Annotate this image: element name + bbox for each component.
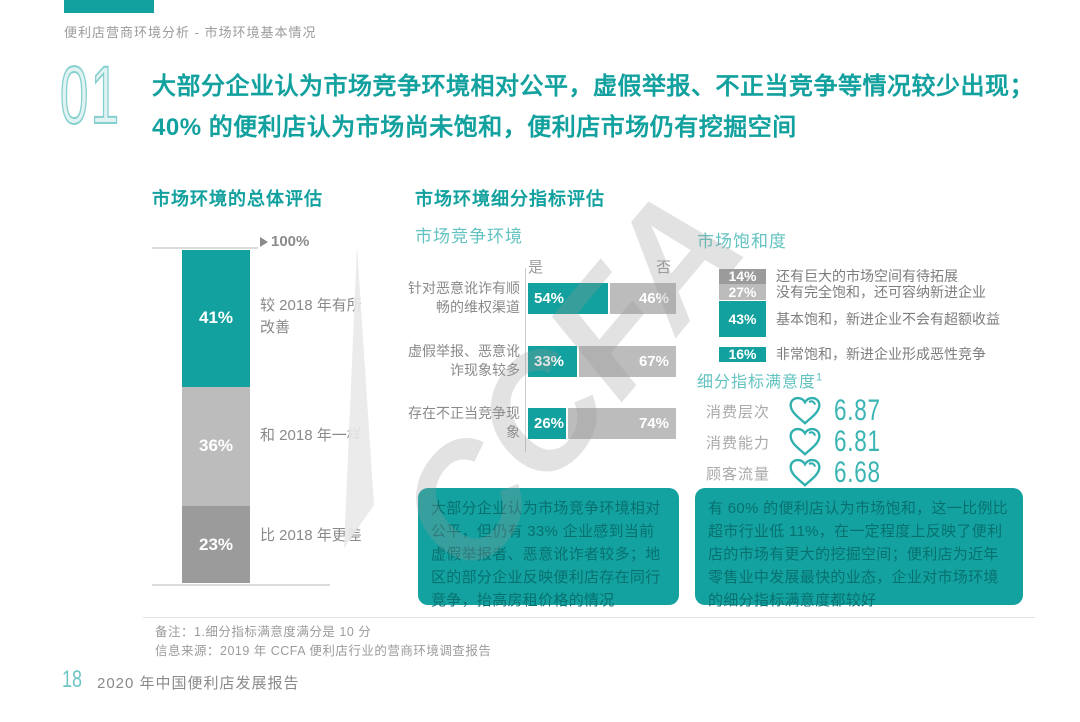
- overall-segment: 23%: [182, 506, 250, 583]
- heart-icon: [789, 458, 821, 487]
- satisfaction-title-text: 细分指标满意度: [697, 374, 817, 391]
- page-number: 18: [62, 666, 83, 693]
- note-source: 信息来源：2019 年 CCFA 便利店行业的营商环境调查报告: [155, 644, 492, 658]
- satisfaction-category-label: 消费能力: [705, 434, 770, 452]
- insight-box-competition: 大部分企业认为市场竞争环境相对公平，但仍有 33% 企业感到当前虚假举报者、恶意…: [418, 488, 679, 609]
- overall-segment: 41%: [182, 250, 250, 387]
- yes-bar-value: 26%: [534, 414, 565, 432]
- saturation-category-label: 非常饱和，新进企业形成恶性竞争: [776, 346, 986, 362]
- competition-category-label: 虚假举报、恶意讹诈现象较多: [408, 343, 520, 378]
- yes-bar: 26%: [528, 407, 566, 439]
- overall-stacked-bar: 41% 36% 23%: [182, 250, 250, 583]
- legend-no: 否: [656, 259, 672, 276]
- saturation-category-label: 还有巨大的市场空间有待拓展: [776, 268, 958, 284]
- competition-category-label: 针对恶意讹诈有顺畅的维权渠道: [408, 280, 520, 315]
- saturation-row: 14% 还有巨大的市场空间有待拓展: [719, 266, 958, 286]
- saturation-chip: 16%: [719, 346, 766, 362]
- overall-axis-bottom-line: [152, 584, 330, 586]
- competition-chart-title: 市场竞争环境: [415, 227, 523, 246]
- no-bar: 74%: [568, 407, 676, 439]
- saturation-value: 43%: [728, 311, 757, 327]
- headline-line-2: 40% 的便利店认为市场尚未饱和，便利店市场仍有挖掘空间: [152, 114, 797, 141]
- competition-row: 虚假举报、恶意讹诈现象较多 33% 67%: [404, 343, 676, 378]
- satisfaction-category-label: 消费层次: [705, 403, 770, 421]
- insight-box-saturation: 有 60% 的便利店认为市场饱和，这一比例比超市行业低 11%，在一定程度上反映…: [695, 488, 1023, 609]
- overall-category-label: 比 2018 年更差: [260, 527, 362, 544]
- overall-axis-top-line: [152, 247, 258, 249]
- overall-segment-value: 36%: [198, 436, 234, 456]
- overall-chart-title: 市场环境的总体评估: [152, 189, 323, 209]
- competition-row: 存在不正当竞争现象 26% 74%: [404, 405, 676, 440]
- satisfaction-score: 6.81: [834, 425, 881, 458]
- section-number: 01: [59, 50, 122, 141]
- competition-bars: 54% 46%: [528, 282, 676, 314]
- saturation-chip: 14%: [719, 268, 766, 284]
- saturation-value: 14%: [728, 268, 757, 284]
- saturation-category-label: 没有完全饱和，还可容纳新进企业: [776, 284, 986, 300]
- competition-row: 针对恶意讹诈有顺畅的维权渠道 54% 46%: [404, 280, 676, 315]
- saturation-chart-title: 市场饱和度: [697, 232, 787, 251]
- competition-bars: 33% 67%: [528, 345, 676, 377]
- yes-bar: 33%: [528, 345, 577, 377]
- no-bar-value: 46%: [638, 289, 669, 307]
- overall-category-label: 和 2018 年一样: [260, 427, 362, 444]
- arrow-right-icon: [260, 236, 268, 247]
- top-accent-bar: [64, 0, 154, 13]
- yes-bar-value: 33%: [534, 352, 565, 370]
- yes-bar-value: 54%: [534, 289, 565, 307]
- saturation-chip: 43%: [719, 301, 766, 337]
- saturation-value: 27%: [728, 284, 757, 300]
- competition-category-label: 存在不正当竞争现象: [408, 405, 520, 440]
- overall-category-label: 较 2018 年有所改善: [260, 297, 362, 336]
- saturation-row: 43% 基本饱和，新进企业不会有超额收益: [719, 301, 1000, 337]
- headline-line-1: 大部分企业认为市场竞争环境相对公平，虚假举报、不正当竞争等情况较少出现；: [152, 73, 1034, 100]
- no-bar-value: 67%: [638, 352, 669, 370]
- no-bar: 67%: [579, 345, 676, 377]
- satisfaction-row: 顾客流量 6.68: [700, 456, 896, 490]
- overall-segment-value: 41%: [198, 308, 234, 328]
- saturation-value: 16%: [728, 346, 757, 362]
- overall-segment-value: 23%: [198, 534, 234, 554]
- no-bar: 46%: [610, 282, 676, 314]
- footnote-marker: 1: [816, 371, 824, 384]
- note-remark: 备注：1.细分指标满意度满分是 10 分: [155, 625, 372, 639]
- overall-segment: 36%: [182, 386, 250, 507]
- notes-divider: [143, 617, 1035, 618]
- overall-axis-max: 100%: [260, 233, 309, 250]
- segment-section-title: 市场环境细分指标评估: [415, 189, 605, 209]
- saturation-row: 27% 没有完全饱和，还可容纳新进企业: [719, 282, 986, 302]
- page-headline: 大部分企业认为市场竞争环境相对公平，虚假举报、不正当竞争等情况较少出现； 40%…: [152, 66, 1042, 148]
- competition-bars: 26% 74%: [528, 407, 676, 439]
- saturation-row: 16% 非常饱和，新进企业形成恶性竞争: [719, 344, 986, 364]
- heart-icon: [789, 427, 821, 456]
- no-bar-value: 74%: [638, 414, 669, 432]
- satisfaction-score: 6.68: [834, 456, 881, 489]
- satisfaction-category-label: 顾客流量: [705, 465, 770, 483]
- competition-axis-line: [525, 268, 526, 452]
- yes-bar: 54%: [528, 282, 608, 314]
- report-title: 2020 年中国便利店发展报告: [97, 675, 300, 692]
- satisfaction-title: 细分指标满意度1: [697, 368, 823, 392]
- satisfaction-row: 消费层次 6.87: [700, 394, 896, 428]
- axis-max-label: 100%: [271, 233, 310, 250]
- legend-yes: 是: [528, 259, 544, 276]
- saturation-category-label: 基本饱和，新进企业不会有超额收益: [776, 311, 1000, 327]
- satisfaction-score: 6.87: [834, 394, 881, 427]
- breadcrumb: 便利店营商环境分析 - 市场环境基本情况: [64, 25, 317, 40]
- satisfaction-row: 消费能力 6.81: [700, 425, 896, 459]
- heart-icon: [789, 396, 821, 425]
- saturation-chip: 27%: [719, 284, 766, 300]
